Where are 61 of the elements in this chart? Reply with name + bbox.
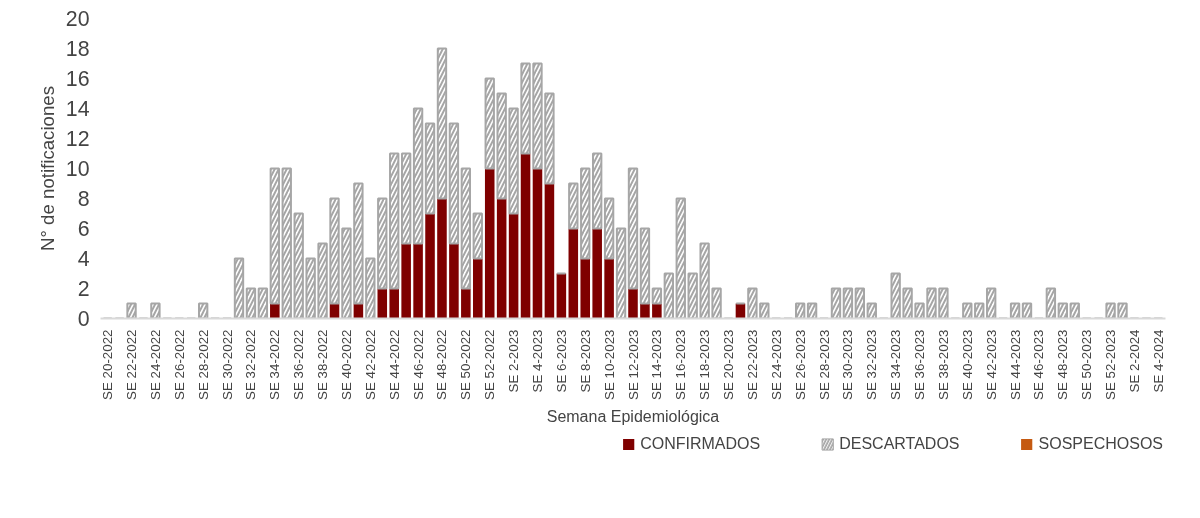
x-tick-label: SE 26-2022 <box>171 329 187 400</box>
x-tick-label: SE 44-2023 <box>1007 329 1023 400</box>
x-tick-label: SE 8-2023 <box>577 329 593 393</box>
x-tick-label: SE 28-2023 <box>816 329 832 400</box>
legend-label: CONFIRMADOS <box>640 435 761 453</box>
x-tick-label: SE 46-2023 <box>1031 329 1047 400</box>
x-tick-label: SE 48-2022 <box>434 329 450 400</box>
x-tick-label: SE 30-2023 <box>840 329 856 400</box>
y-tick-label: 12 <box>65 127 90 151</box>
y-tick-label: 2 <box>77 277 90 301</box>
x-tick-label: SE 20-2023 <box>721 329 737 400</box>
x-tick-label: SE 44-2022 <box>386 329 402 400</box>
x-tick-label: SE 6-2023 <box>553 329 569 393</box>
x-tick-label: SE 40-2022 <box>338 329 354 400</box>
legend-label: DESCARTADOS <box>839 435 960 453</box>
y-axis-title: N° de notificaciones <box>36 85 58 252</box>
x-tick-label: SE 26-2023 <box>792 329 808 400</box>
y-tick-label: 20 <box>65 7 90 31</box>
x-tick-label: SE 24-2023 <box>768 329 784 400</box>
y-tick-label: 16 <box>65 67 90 91</box>
x-tick-label: SE 12-2023 <box>625 329 641 400</box>
x-tick-label: SE 48-2023 <box>1055 329 1071 400</box>
x-axis-title: Semana Epidemiológica <box>546 407 720 425</box>
x-tick-label: SE 46-2022 <box>410 329 426 400</box>
x-tick-label: SE 40-2023 <box>959 329 975 400</box>
x-tick-label: SE 34-2023 <box>888 329 904 400</box>
y-tick-label: 18 <box>65 37 90 61</box>
x-tick-label: SE 28-2022 <box>195 329 211 400</box>
x-tick-label: SE 36-2023 <box>912 329 928 400</box>
x-tick-label: SE 2-2024 <box>1126 328 1142 393</box>
x-tick-label: SE 14-2023 <box>649 329 665 400</box>
x-tick-label: SE 42-2022 <box>362 329 378 400</box>
y-tick-label: 6 <box>77 217 90 241</box>
legend-label: SOSPECHOSOS <box>1038 435 1163 453</box>
x-tick-label: SE 22-2023 <box>744 329 760 400</box>
x-tick-label: SE 50-2022 <box>458 329 474 400</box>
x-tick-label: SE 18-2023 <box>697 329 713 400</box>
x-tick-label: SE 38-2022 <box>315 329 331 400</box>
y-tick-label: 10 <box>65 157 90 181</box>
x-tick-label: SE 32-2022 <box>243 329 259 400</box>
x-tick-label: SE 24-2022 <box>147 329 163 400</box>
y-tick-label: 8 <box>77 187 90 211</box>
x-tick-label: SE 2-2023 <box>506 329 522 393</box>
x-tick-label: SE 52-2022 <box>482 329 498 400</box>
y-tick-label: 0 <box>77 307 90 331</box>
x-tick-label: SE 32-2023 <box>864 329 880 400</box>
x-tick-label: SE 42-2023 <box>983 329 999 400</box>
x-tick-label: SE 4-2024 <box>1150 328 1166 393</box>
x-tick-label: SE 36-2022 <box>291 329 307 400</box>
x-tick-label: SE 22-2022 <box>124 329 140 400</box>
y-tick-label: 4 <box>77 247 90 271</box>
x-tick-label: SE 50-2023 <box>1079 329 1095 400</box>
x-tick-label: SE 4-2023 <box>529 329 545 393</box>
x-tick-label: SE 10-2023 <box>601 329 617 400</box>
y-tick-label: 14 <box>65 97 90 121</box>
x-tick-label: SE 52-2023 <box>1103 329 1119 400</box>
x-tick-label: SE 16-2023 <box>673 329 689 400</box>
x-tick-label: SE 34-2022 <box>267 329 283 400</box>
x-tick-label: SE 38-2023 <box>935 329 951 400</box>
x-tick-label: SE 30-2022 <box>219 329 235 400</box>
x-tick-label: SE 20-2022 <box>100 329 116 400</box>
